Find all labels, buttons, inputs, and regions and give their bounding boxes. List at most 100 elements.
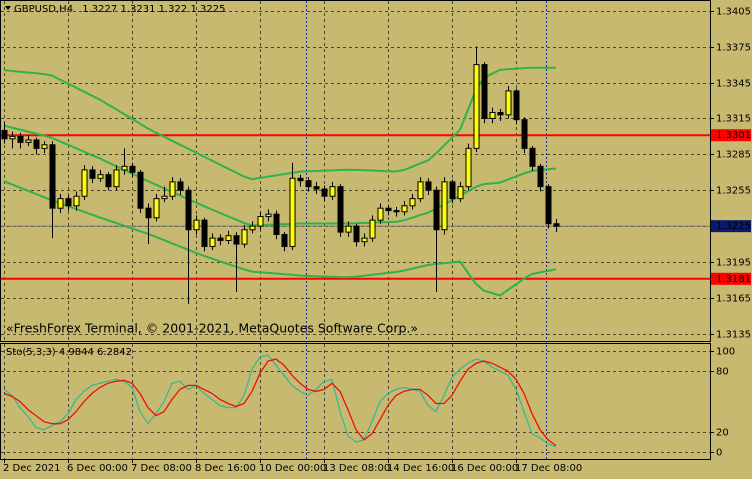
y-tick-label: 1.3195 xyxy=(716,258,751,269)
candle-body xyxy=(473,64,480,149)
candle-body xyxy=(1,129,8,140)
candle-body xyxy=(65,198,72,207)
candle-body xyxy=(193,219,200,231)
y-tick-label: 100 xyxy=(716,347,735,358)
stoch-panel-border xyxy=(0,343,711,460)
candle-body xyxy=(505,90,512,116)
candle-body xyxy=(273,213,280,236)
candle-body xyxy=(201,219,208,247)
level-label-box xyxy=(711,129,751,142)
candle-body xyxy=(73,195,80,207)
candle-body xyxy=(49,144,56,209)
band-line xyxy=(3,66,556,181)
candle-body xyxy=(481,64,488,119)
candle-body xyxy=(465,147,472,188)
candle-body xyxy=(417,181,424,200)
candle-body xyxy=(105,174,112,188)
candle-body xyxy=(241,229,248,245)
candle-body xyxy=(433,189,440,231)
y-tick-label: 80 xyxy=(716,367,729,378)
level-label-box xyxy=(711,272,751,285)
x-tick-label: 17 Dec 08:00 xyxy=(515,463,582,474)
candle-body xyxy=(521,119,528,149)
stoch-header: Sto(5,3,3) 4.9844 6.2842 xyxy=(6,347,132,358)
y-tick-label: 20 xyxy=(716,428,729,439)
candle-body xyxy=(217,237,224,241)
open-value: 1.3227 xyxy=(82,4,117,15)
watermark: «FreshForex Terminal, © 2001-2021, MetaQ… xyxy=(6,321,418,336)
candle-body xyxy=(17,135,24,143)
level-label: 1.3181 xyxy=(716,274,751,285)
candle-body xyxy=(265,213,272,218)
y-tick-label: 1.3315 xyxy=(716,114,751,125)
candle-body xyxy=(553,223,560,227)
candle-body xyxy=(137,171,144,209)
candle-body xyxy=(89,169,96,179)
main-panel-border xyxy=(0,0,711,342)
y-tick-label: 1.3165 xyxy=(716,294,751,305)
candle-body xyxy=(441,181,448,231)
candle-body xyxy=(337,186,344,233)
candle-body xyxy=(401,205,408,213)
candle-body xyxy=(177,181,184,191)
stoch-line xyxy=(3,358,557,447)
candle-body xyxy=(25,139,32,143)
candle-body xyxy=(121,165,128,171)
candle-body xyxy=(169,181,176,197)
candle-body xyxy=(289,177,296,247)
candle-body xyxy=(305,180,312,188)
candle-body xyxy=(449,181,456,200)
candle-body xyxy=(81,169,88,197)
candle-body xyxy=(537,165,544,188)
candle-body xyxy=(209,237,216,247)
x-tick-label: 7 Dec 08:00 xyxy=(131,463,192,474)
candle-body xyxy=(57,198,64,209)
candle-body xyxy=(329,186,336,197)
y-tick-label: 0 xyxy=(716,448,722,459)
candle-body xyxy=(529,147,536,167)
x-tick-label: 14 Dec 16:00 xyxy=(387,463,454,474)
y-tick-label: 1.3405 xyxy=(716,7,751,18)
band-line xyxy=(3,180,557,297)
candle-body xyxy=(385,207,392,212)
candle-body xyxy=(153,198,160,219)
candle-body xyxy=(377,207,384,221)
candle-body xyxy=(361,237,368,243)
candle-body xyxy=(369,219,376,239)
x-tick-label: 6 Dec 00:00 xyxy=(67,463,128,474)
candle-body xyxy=(545,186,552,225)
low-value: 1.322 xyxy=(159,4,188,15)
candle-body xyxy=(161,195,168,200)
candle-body xyxy=(393,210,400,213)
x-tick-label: 13 Dec 08:00 xyxy=(323,463,390,474)
current-price-label: 1.3225 xyxy=(716,221,751,232)
x-tick-label: 8 Dec 16:00 xyxy=(195,463,256,474)
candle-body xyxy=(249,225,256,231)
symbol: GBPUSD,H4 xyxy=(14,4,73,15)
candle-body xyxy=(233,235,240,245)
candle-body xyxy=(489,111,496,119)
candle-body xyxy=(425,181,432,191)
menu-icon xyxy=(5,6,11,10)
candle-body xyxy=(185,189,192,231)
candle-body xyxy=(33,139,40,149)
candle-body xyxy=(297,177,304,182)
candle-body xyxy=(321,188,328,197)
candle-body xyxy=(313,186,320,190)
stoch-signal-value: 6.2842 xyxy=(97,347,132,358)
band-line xyxy=(3,124,557,227)
candle-body xyxy=(145,207,152,219)
x-tick-label: 2 Dec 2021 xyxy=(3,463,61,474)
high-value: 1.3231 xyxy=(120,4,155,15)
y-tick-label: 1.3345 xyxy=(716,79,751,90)
candle-body xyxy=(281,234,288,247)
candle-body xyxy=(409,198,416,207)
candle-body xyxy=(225,235,232,241)
candle-body xyxy=(497,111,504,116)
candle-body xyxy=(513,90,520,121)
y-tick-label: 1.3135 xyxy=(716,330,751,341)
x-tick-label: 10 Dec 00:00 xyxy=(259,463,326,474)
